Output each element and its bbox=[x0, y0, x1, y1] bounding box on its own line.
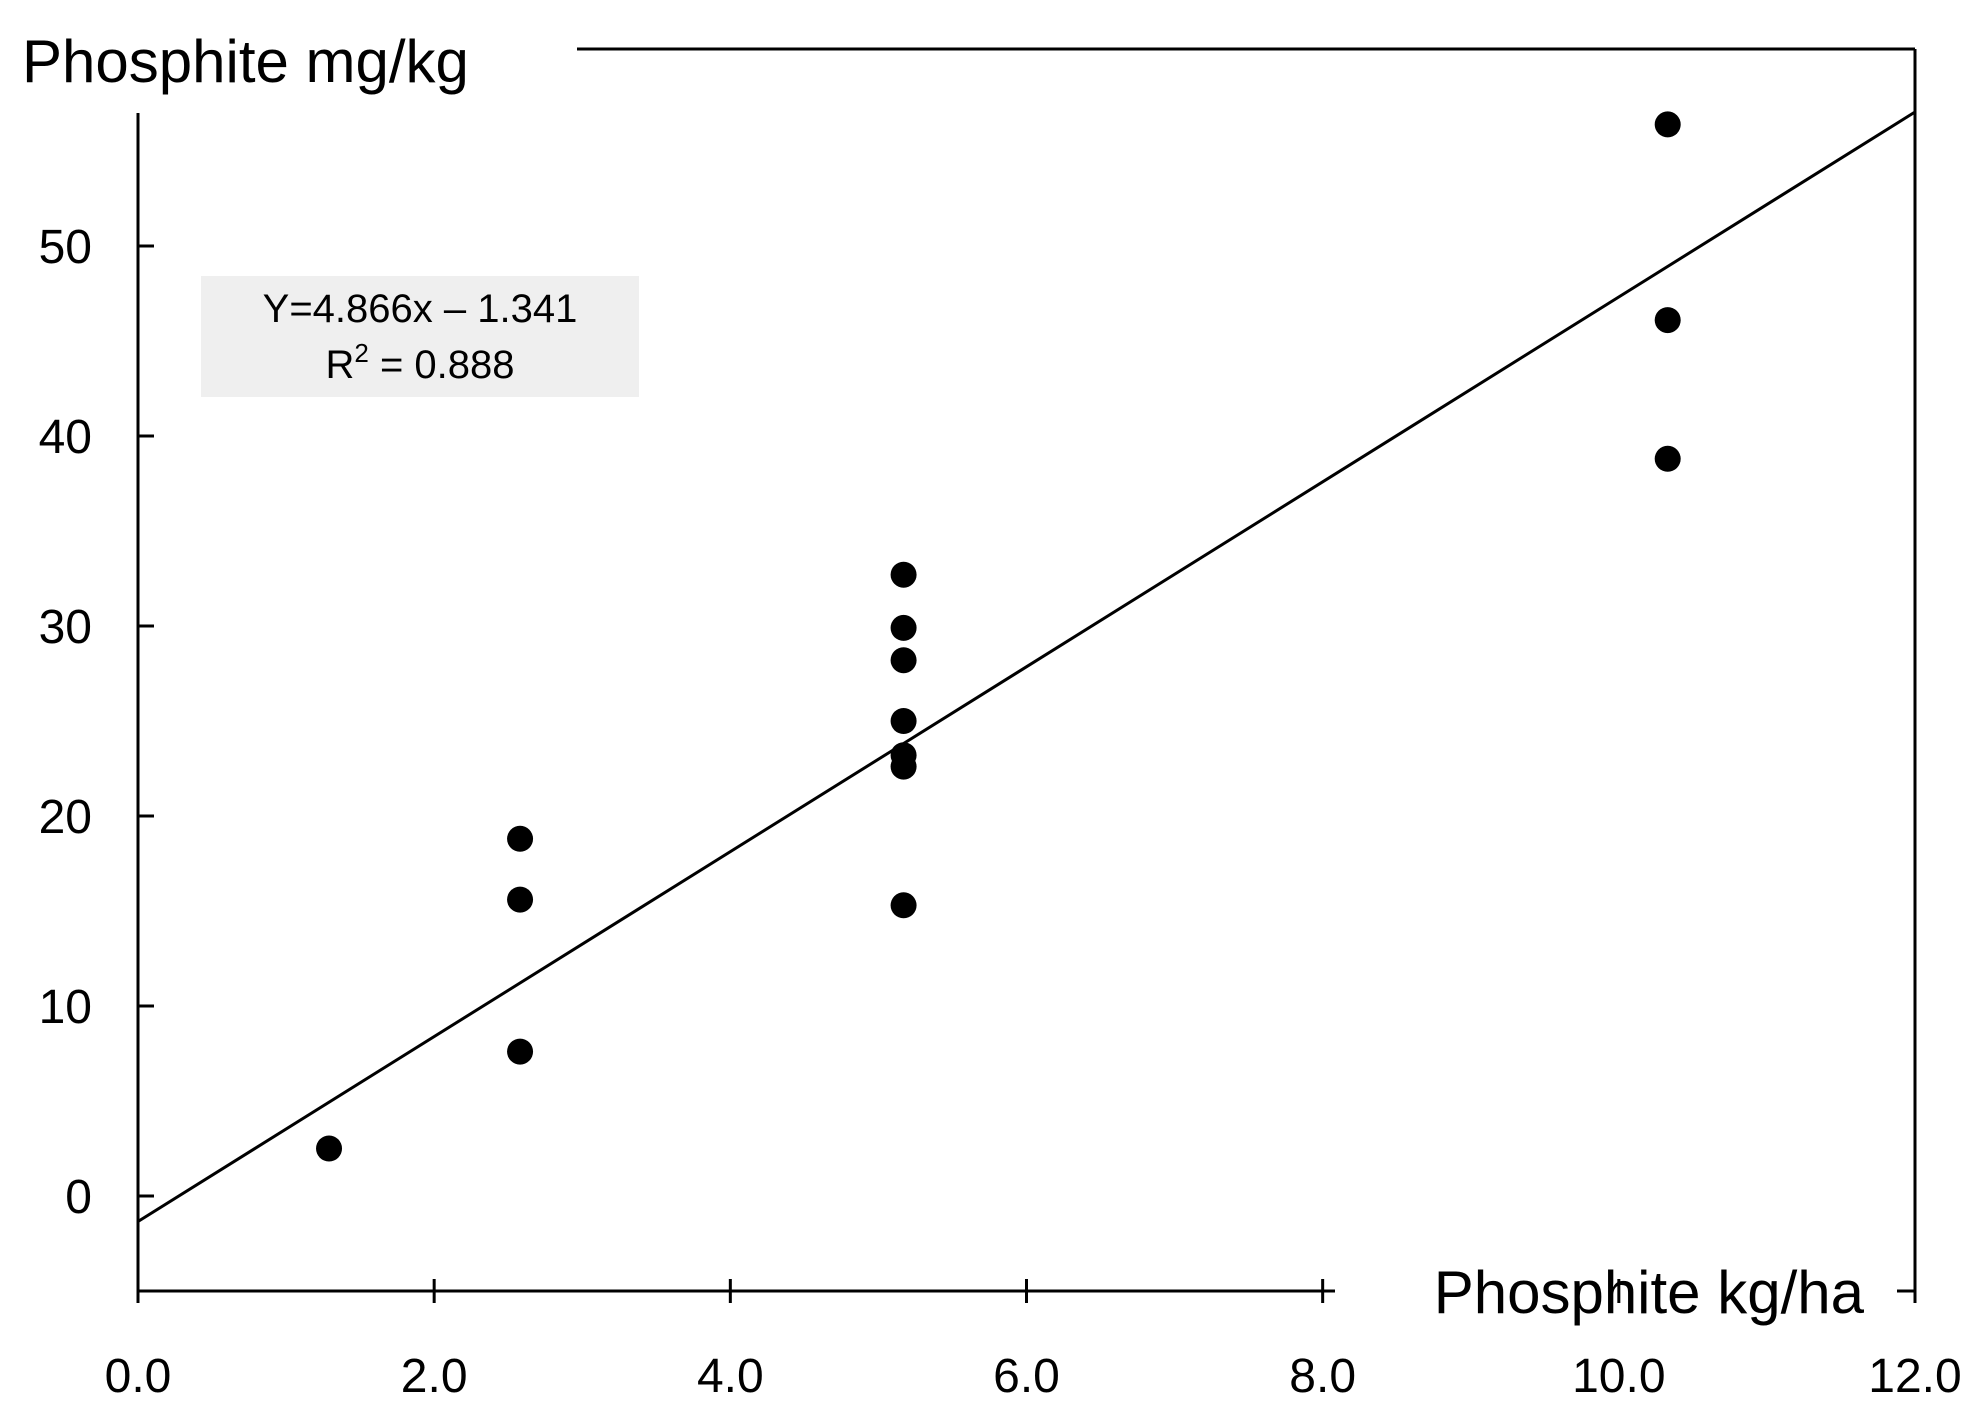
regression-line bbox=[137, 110, 1916, 1223]
equation-text: Y=4.866x – 1.341 bbox=[263, 287, 578, 331]
data-point bbox=[890, 647, 917, 674]
x-axis-ticks: 0.0 2.0 4.0 6.0 8.0 10.0 12.0 bbox=[105, 1279, 1962, 1403]
x-tick-label: 8.0 bbox=[1289, 1350, 1356, 1403]
y-tick-label: 40 bbox=[39, 411, 92, 464]
equation-box: Y=4.866x – 1.341 R2 = 0.888 bbox=[201, 276, 639, 397]
data-point bbox=[1654, 445, 1681, 472]
data-point bbox=[507, 1038, 534, 1065]
data-point bbox=[316, 1135, 343, 1162]
data-point bbox=[890, 753, 917, 780]
data-point bbox=[1654, 307, 1681, 334]
r-squared-text: R2 = 0.888 bbox=[325, 338, 514, 387]
x-tick-label: 2.0 bbox=[401, 1350, 468, 1403]
y-axis-ticks: 0 10 20 30 40 50 bbox=[39, 221, 154, 1224]
data-point bbox=[507, 886, 534, 913]
data-point bbox=[890, 892, 917, 919]
data-point bbox=[1654, 111, 1681, 138]
x-tick-label: 4.0 bbox=[697, 1350, 764, 1403]
x-tick-label: 12.0 bbox=[1868, 1350, 1961, 1403]
data-point bbox=[890, 561, 917, 588]
y-tick-label: 10 bbox=[39, 981, 92, 1034]
y-axis-title: Phosphite mg/kg bbox=[22, 28, 469, 95]
data-point bbox=[507, 825, 534, 852]
data-points bbox=[316, 111, 1681, 1162]
x-tick-label: 0.0 bbox=[105, 1350, 172, 1403]
equation-box-background bbox=[201, 276, 639, 397]
y-tick-label: 20 bbox=[39, 791, 92, 844]
y-tick-label: 50 bbox=[39, 221, 92, 274]
y-tick-label: 0 bbox=[65, 1171, 92, 1224]
x-tick-label: 6.0 bbox=[993, 1350, 1060, 1403]
x-tick-label: 10.0 bbox=[1572, 1350, 1665, 1403]
data-point bbox=[890, 614, 917, 641]
x-axis-title: Phosphite kg/ha bbox=[1434, 1259, 1865, 1326]
data-point bbox=[890, 708, 917, 734]
y-tick-label: 30 bbox=[39, 601, 92, 654]
